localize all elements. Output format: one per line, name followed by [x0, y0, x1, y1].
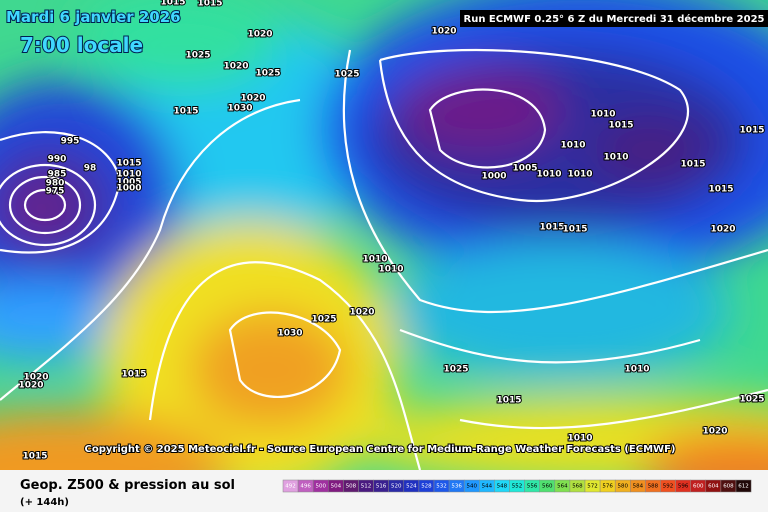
colorbar-label: 592	[663, 484, 674, 490]
colorbar-label: 568	[572, 484, 583, 490]
isobar-label: 1025	[311, 315, 336, 325]
isobar-label: 1010	[603, 153, 628, 163]
colorbar-label: 560	[542, 484, 553, 490]
colorbar-label: 584	[633, 484, 644, 490]
isobar-label: 1010	[378, 265, 403, 275]
isobar-label: 1005	[116, 178, 141, 188]
isobar-label: 1015	[708, 185, 733, 195]
colorbar-label: 572	[587, 484, 598, 490]
isobar-label: 1015	[562, 225, 587, 235]
isobar-label: 1010	[590, 110, 615, 120]
isobar-label: 1015	[197, 0, 222, 9]
copyright: Copyright © 2025 Meteociel.fr - Source E…	[85, 444, 676, 455]
isobar-label: 1025	[185, 51, 210, 61]
colorbar-label: 580	[618, 484, 629, 490]
isobar-label: 1020	[710, 225, 735, 235]
isobar-label: 1010	[624, 365, 649, 375]
colorbar-label: 492	[285, 484, 296, 490]
colorbar-swatch	[735, 479, 752, 493]
isobar-label: 1020	[240, 94, 265, 104]
isobar-label: 1015	[116, 159, 141, 169]
isobar-label: 1025	[443, 365, 468, 375]
colorbar-label: 536	[451, 484, 462, 490]
colorbar-label: 516	[376, 484, 387, 490]
isobar-label: 995	[61, 137, 80, 147]
isobar-label: 1020	[431, 27, 456, 37]
colorbar-label: 564	[557, 484, 568, 490]
isobar-label: 1020	[23, 373, 48, 383]
isobar-label: 98	[84, 164, 97, 174]
isobar-label: 1010	[116, 170, 141, 180]
isobar-label: 1015	[173, 107, 198, 117]
colorbar-label: 508	[346, 484, 357, 490]
colorbar-label: 512	[361, 484, 372, 490]
isobar-label: 1025	[255, 69, 280, 79]
legend-subtitle: (+ 144h)	[20, 497, 69, 508]
isobar-label: 1010	[362, 255, 387, 265]
isobar-label: 1000	[481, 172, 506, 182]
colorbar-label: 556	[527, 484, 538, 490]
isobar-label: 1030	[227, 104, 252, 114]
colorbar-label: 520	[391, 484, 402, 490]
colorbar-label: 524	[406, 484, 417, 490]
colorbar-label: 496	[300, 484, 311, 490]
isobar-label: 1010	[567, 434, 592, 444]
isobar-label: 975	[46, 187, 65, 197]
isobar-label: 1015	[680, 160, 705, 170]
run-box	[460, 10, 768, 27]
isobar-label: 1025	[334, 70, 359, 80]
isobar-label: 1015	[539, 223, 564, 233]
isobar-label: 1030	[277, 329, 302, 339]
isobar-label: 1015	[496, 396, 521, 406]
isobar-label: 1020	[223, 62, 248, 72]
isobar-label: 1020	[702, 427, 727, 437]
isobar-labels: 1015 101510251020102010251020103010159959…	[17, 0, 765, 463]
colorbar-label: 544	[482, 484, 493, 490]
colorbar: 492 496 500 504 508 512 516 520 524 528 532 536 540 5…	[282, 479, 752, 493]
isobar-label: 1020	[18, 381, 43, 391]
colorbar-label: 532	[436, 484, 447, 490]
isobar-label: 1015	[739, 126, 764, 136]
isobar-label: 1025	[739, 395, 764, 405]
forecast-date: Mardi 6 janvier 2026	[6, 8, 181, 26]
isobar-label: 1015	[22, 452, 47, 462]
colorbar-label: 600	[693, 484, 704, 490]
isobar-label: 1010	[567, 170, 592, 180]
colorbar-label: 504	[331, 484, 342, 490]
isobar-label: 1005	[512, 164, 537, 174]
isobar-label: 980	[46, 179, 65, 189]
colorbar-label: 540	[467, 484, 478, 490]
isobar-label: 990	[48, 155, 67, 165]
colorbar-label: 588	[648, 484, 659, 490]
isobar-label: 1015	[608, 121, 633, 131]
colorbar-label: 500	[316, 484, 327, 490]
isobar-label: 1010	[536, 170, 561, 180]
isobar-label: 1020	[349, 308, 374, 318]
colorbar-label: 612	[738, 484, 749, 490]
colorbar-label: 604	[708, 484, 719, 490]
colorbar-label: 552	[512, 484, 523, 490]
run-info: Run ECMWF 0.25° 6 Z du Mercredi 31 décem…	[464, 13, 765, 25]
legend-title: Geop. Z500 & pression au sol	[20, 478, 235, 493]
colorbar-label: 528	[421, 484, 432, 490]
colorbar-label: 576	[602, 484, 613, 490]
isobar-label: 1010	[560, 141, 585, 151]
isobar-label: 1020	[247, 30, 272, 40]
isobar-label: 1015	[121, 370, 146, 380]
colorbar-label: 596	[678, 484, 689, 490]
forecast-time: 7:00 locale	[20, 33, 143, 57]
isobar-label: 1000	[116, 184, 141, 194]
colorbar-label: 608	[723, 484, 734, 490]
isobar-label: 1015	[160, 0, 185, 8]
colorbar-label: 548	[497, 484, 508, 490]
isobar-label: 985	[48, 170, 67, 180]
